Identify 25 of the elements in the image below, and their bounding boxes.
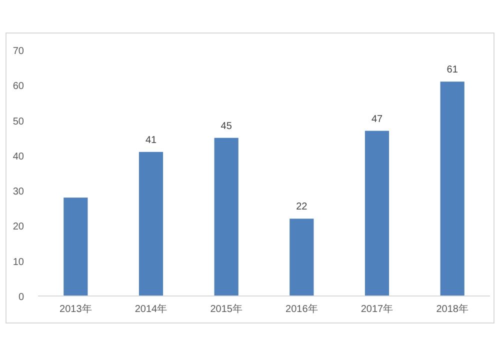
y-tick-label: 70	[12, 46, 24, 57]
y-tick-label: 40	[12, 151, 24, 162]
x-tick-label: 2017年	[360, 303, 394, 315]
y-tick-label: 0	[18, 292, 24, 303]
y-tick-label: 30	[12, 186, 24, 198]
bar	[138, 152, 164, 296]
bar	[364, 130, 390, 296]
x-tick-label: 2015年	[210, 303, 242, 315]
y-tick-label: 20	[12, 222, 24, 233]
bar	[64, 198, 88, 296]
data-label: 45	[220, 120, 232, 132]
bar	[214, 138, 238, 296]
y-tick-label: 10	[12, 256, 24, 268]
data-label: 47	[371, 114, 383, 125]
x-tick-label: 2013年	[60, 303, 92, 315]
data-label: 61	[446, 64, 458, 76]
bar	[440, 82, 464, 296]
x-tick-label: 2018年	[436, 303, 468, 315]
x-tick-label: 2014年	[134, 303, 168, 315]
bar	[290, 218, 314, 296]
y-tick-label: 50	[12, 116, 24, 128]
x-tick-label: 2016年	[286, 303, 318, 315]
data-label: 22	[296, 202, 308, 213]
data-label: 41	[145, 134, 157, 146]
y-tick-label: 60	[12, 81, 24, 92]
